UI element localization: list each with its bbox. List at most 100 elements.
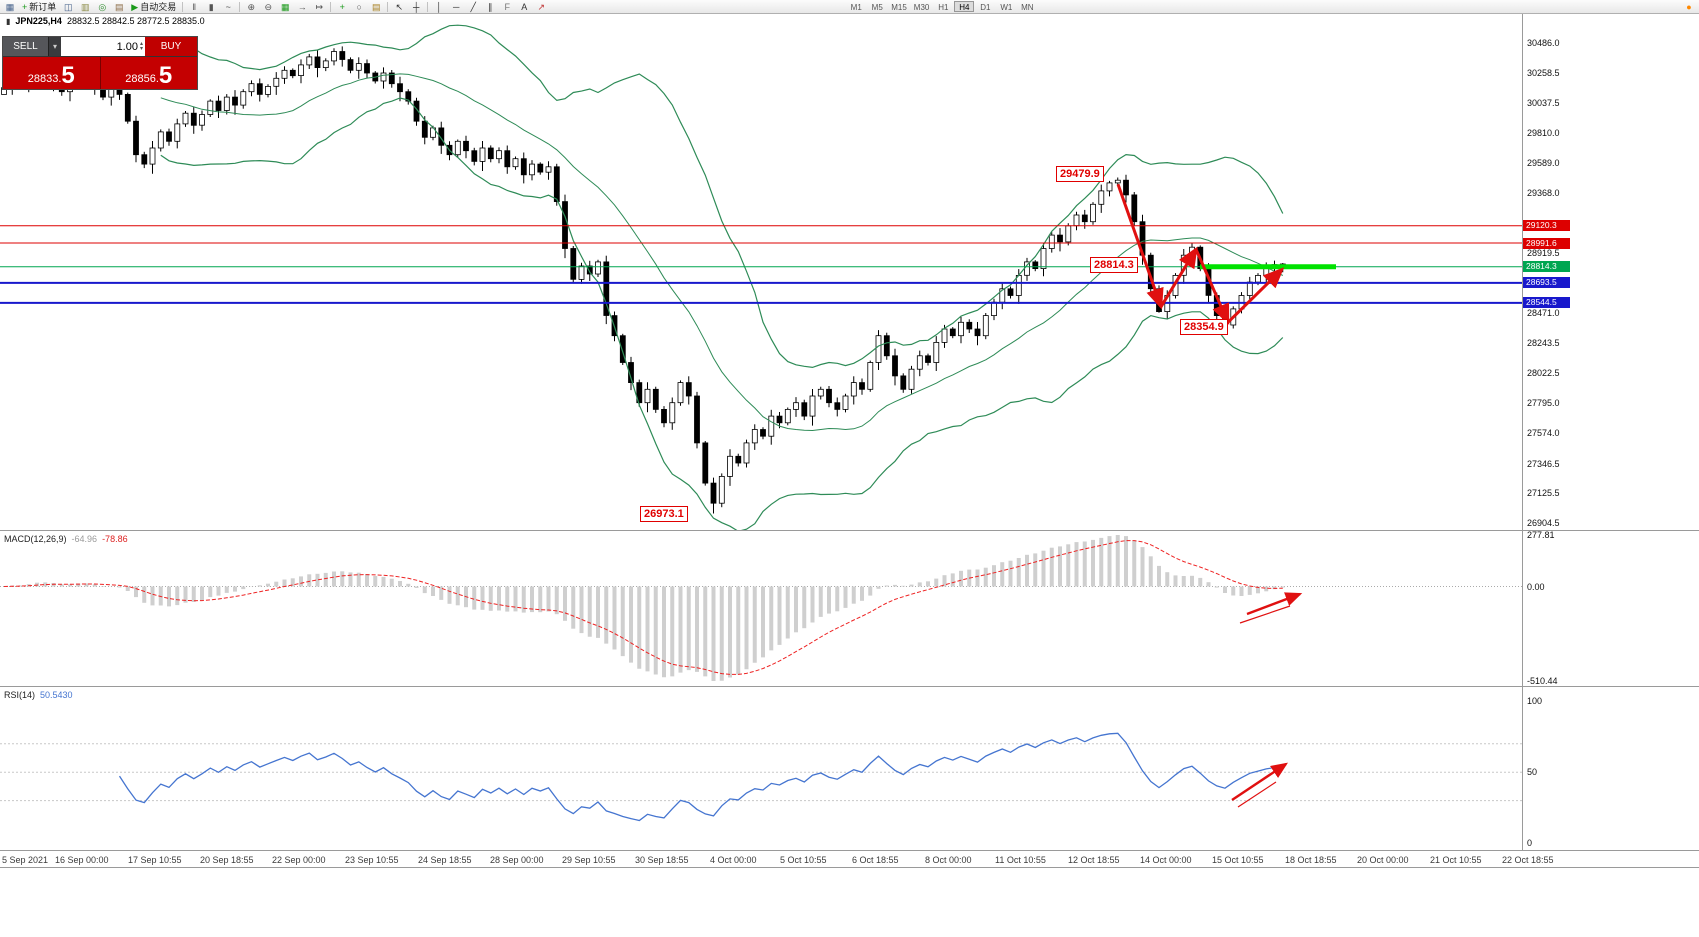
timeframe-group: M1 M5 M15 M30 H1 H4 D1 W1 MN: [846, 1, 1037, 12]
macd-trendline[interactable]: [1239, 605, 1291, 624]
templates-icon[interactable]: ▤: [368, 1, 384, 13]
timeframe-mn[interactable]: MN: [1021, 3, 1034, 12]
timeframe-m1[interactable]: M1: [850, 3, 862, 12]
rsi-label: RSI(14) 50.5430: [4, 690, 73, 700]
trend-arrow[interactable]: [1159, 246, 1198, 308]
rsi-trendline[interactable]: [1237, 781, 1277, 808]
zoom-out-icon[interactable]: ⊖: [260, 1, 276, 13]
price-tag: 28544.5: [1523, 297, 1570, 309]
stepper-up-icon[interactable]: ▴: [139, 40, 143, 47]
periods-icon[interactable]: ○: [351, 1, 367, 13]
price-annotation[interactable]: 28354.9: [1180, 319, 1228, 335]
macd-main-value: -64.96: [71, 534, 98, 544]
periods-icon: ○: [356, 1, 362, 12]
price-axis-border: [1522, 14, 1523, 867]
trendline-icon: ╱: [470, 1, 476, 12]
fibonacci-icon[interactable]: F: [499, 1, 515, 13]
price-axis-label: 29810.0: [1527, 128, 1560, 139]
time-label: 29 Sep 10:55: [562, 855, 616, 865]
sell-price-display[interactable]: 28833. 5: [3, 57, 100, 89]
community-icon[interactable]: ●: [1681, 1, 1697, 13]
symbol-period-label: JPN225,H4: [15, 16, 62, 26]
trade-prices-row: 28833. 5 28856. 5: [3, 56, 197, 89]
macd-panel[interactable]: [0, 531, 1522, 686]
macd-trend-arrow[interactable]: [1246, 592, 1303, 616]
new-order-button[interactable]: + 新订单: [19, 1, 59, 13]
price-axis-label: 28919.5: [1527, 247, 1560, 258]
trend-arrow[interactable]: [1194, 248, 1230, 326]
time-label: 22 Oct 18:55: [1502, 855, 1554, 865]
cursor-icon[interactable]: ↖: [391, 1, 407, 13]
panel-separator[interactable]: [0, 686, 1699, 687]
volume-stepper[interactable]: ▴ ▾: [139, 40, 143, 52]
timeframe-m15[interactable]: M15: [891, 3, 907, 12]
auto-trading-button-label: 自动交易: [140, 2, 177, 12]
timeframe-d1[interactable]: D1: [980, 3, 991, 12]
arrows-icon[interactable]: ↗: [533, 1, 549, 13]
bar-chart-icon[interactable]: ‖: [186, 1, 202, 13]
time-axis[interactable]: 5 Sep 2021 16 Sep 00:00 17 Sep 10:55 20 Sep…: [0, 851, 1699, 867]
price-annotation[interactable]: 28814.3: [1090, 257, 1138, 273]
equidistant-channel-icon: ∥: [487, 1, 493, 12]
rsi-axis-label: 50: [1527, 767, 1538, 778]
trendline-icon[interactable]: ╱: [465, 1, 481, 13]
auto-trading-button[interactable]: ▶ 自动交易: [128, 1, 179, 13]
equidistant-channel-icon[interactable]: ∥: [482, 1, 498, 13]
order-type-dropdown[interactable]: ▾: [48, 37, 61, 56]
timeframe-h4[interactable]: H4: [954, 1, 975, 12]
timeframe-h1[interactable]: H1: [938, 3, 949, 12]
chart-shift-icon[interactable]: ↦: [311, 1, 327, 13]
indicators-icon: +: [339, 1, 345, 12]
trend-arrow[interactable]: [1116, 183, 1164, 310]
auto-scroll-icon[interactable]: →: [294, 1, 310, 13]
time-label: 4 Oct 00:00: [710, 855, 757, 865]
terminal-icon[interactable]: ▤: [111, 1, 127, 13]
price-annotation[interactable]: 26973.1: [640, 506, 688, 522]
new-order-button: +: [22, 1, 28, 12]
zoom-out-icon: ⊖: [264, 1, 272, 12]
tile-windows-icon: ▦: [280, 1, 290, 12]
text-icon: A: [521, 1, 528, 12]
price-tag: 28814.3: [1523, 261, 1570, 273]
indicators-icon[interactable]: +: [334, 1, 350, 13]
trend-arrow[interactable]: [1226, 267, 1285, 324]
timeframe-m5[interactable]: M5: [871, 3, 883, 12]
rsi-axis-label: 100: [1527, 696, 1543, 707]
zoom-in-icon[interactable]: ⊕: [243, 1, 259, 13]
text-icon[interactable]: A: [516, 1, 532, 13]
horizontal-line-icon[interactable]: ─: [448, 1, 464, 13]
price-chart-canvas[interactable]: [0, 14, 1522, 530]
candlestick-chart-icon[interactable]: ▮: [203, 1, 219, 13]
line-chart-icon[interactable]: ~: [220, 1, 236, 13]
time-label: 16 Sep 00:00: [55, 855, 109, 865]
rsi-trend-arrow[interactable]: [1231, 762, 1288, 801]
buy-price-display[interactable]: 28856. 5: [99, 57, 197, 89]
chart-window-icon: ▦: [5, 1, 15, 12]
data-window-icon[interactable]: ▥: [77, 1, 93, 13]
panel-separator[interactable]: [0, 530, 1699, 531]
time-label: 12 Oct 18:55: [1068, 855, 1120, 865]
time-label: 15 Oct 10:55: [1212, 855, 1264, 865]
trade-controls-row: SELL ▾ 1.00 ▴ ▾ BUY: [3, 37, 197, 56]
market-watch-icon[interactable]: ◫: [60, 1, 76, 13]
toolbar-separator: [427, 1, 429, 12]
market-watch-icon: ◫: [64, 1, 73, 12]
vertical-line-icon[interactable]: │: [431, 1, 447, 13]
price-annotation[interactable]: 29479.9: [1056, 166, 1104, 182]
time-label: 28 Sep 00:00: [490, 855, 544, 865]
stepper-down-icon[interactable]: ▾: [139, 45, 143, 52]
crosshair-icon[interactable]: ┼: [408, 1, 424, 13]
rsi-panel[interactable]: [0, 687, 1522, 850]
chart-window-icon[interactable]: ▦: [2, 1, 18, 13]
volume-input[interactable]: 1.00 ▴ ▾: [61, 37, 145, 56]
community-icon: ●: [1686, 1, 1692, 12]
timeframe-m30[interactable]: M30: [913, 3, 930, 12]
sell-button[interactable]: SELL: [3, 37, 48, 56]
panel-separator[interactable]: [0, 850, 1699, 851]
timeframe-w1[interactable]: W1: [1000, 3, 1013, 12]
price-axis-label: 28243.5: [1527, 338, 1560, 349]
toolbar-separator: [239, 1, 241, 12]
navigator-icon[interactable]: ◎: [94, 1, 110, 13]
tile-windows-icon[interactable]: ▦: [277, 1, 293, 13]
buy-button[interactable]: BUY: [145, 37, 197, 56]
